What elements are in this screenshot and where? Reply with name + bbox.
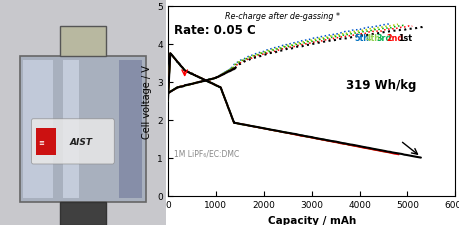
Y-axis label: Cell voltage / V: Cell voltage / V	[141, 65, 151, 138]
Text: ≡: ≡	[38, 139, 44, 145]
X-axis label: Capacity / mAh: Capacity / mAh	[267, 215, 355, 225]
FancyBboxPatch shape	[60, 27, 106, 56]
Text: 1M LiPF₆/EC:DMC: 1M LiPF₆/EC:DMC	[174, 148, 238, 157]
Text: 2nd: 2nd	[386, 34, 403, 43]
FancyBboxPatch shape	[20, 56, 146, 202]
Text: Re-charge after de-gassing *: Re-charge after de-gassing *	[225, 12, 340, 21]
FancyBboxPatch shape	[23, 61, 53, 198]
Text: Rate: 0.05 C: Rate: 0.05 C	[174, 24, 255, 37]
Text: 1st: 1st	[397, 34, 412, 43]
Text: 4th: 4th	[365, 34, 380, 43]
FancyBboxPatch shape	[31, 119, 114, 164]
FancyBboxPatch shape	[60, 202, 106, 225]
FancyBboxPatch shape	[36, 128, 56, 155]
Text: AIST: AIST	[69, 137, 92, 146]
Text: 3rd: 3rd	[375, 34, 391, 43]
FancyBboxPatch shape	[119, 61, 142, 198]
Text: 5th: 5th	[354, 34, 369, 43]
Text: 319 Wh/kg: 319 Wh/kg	[346, 79, 415, 92]
FancyBboxPatch shape	[63, 61, 79, 198]
